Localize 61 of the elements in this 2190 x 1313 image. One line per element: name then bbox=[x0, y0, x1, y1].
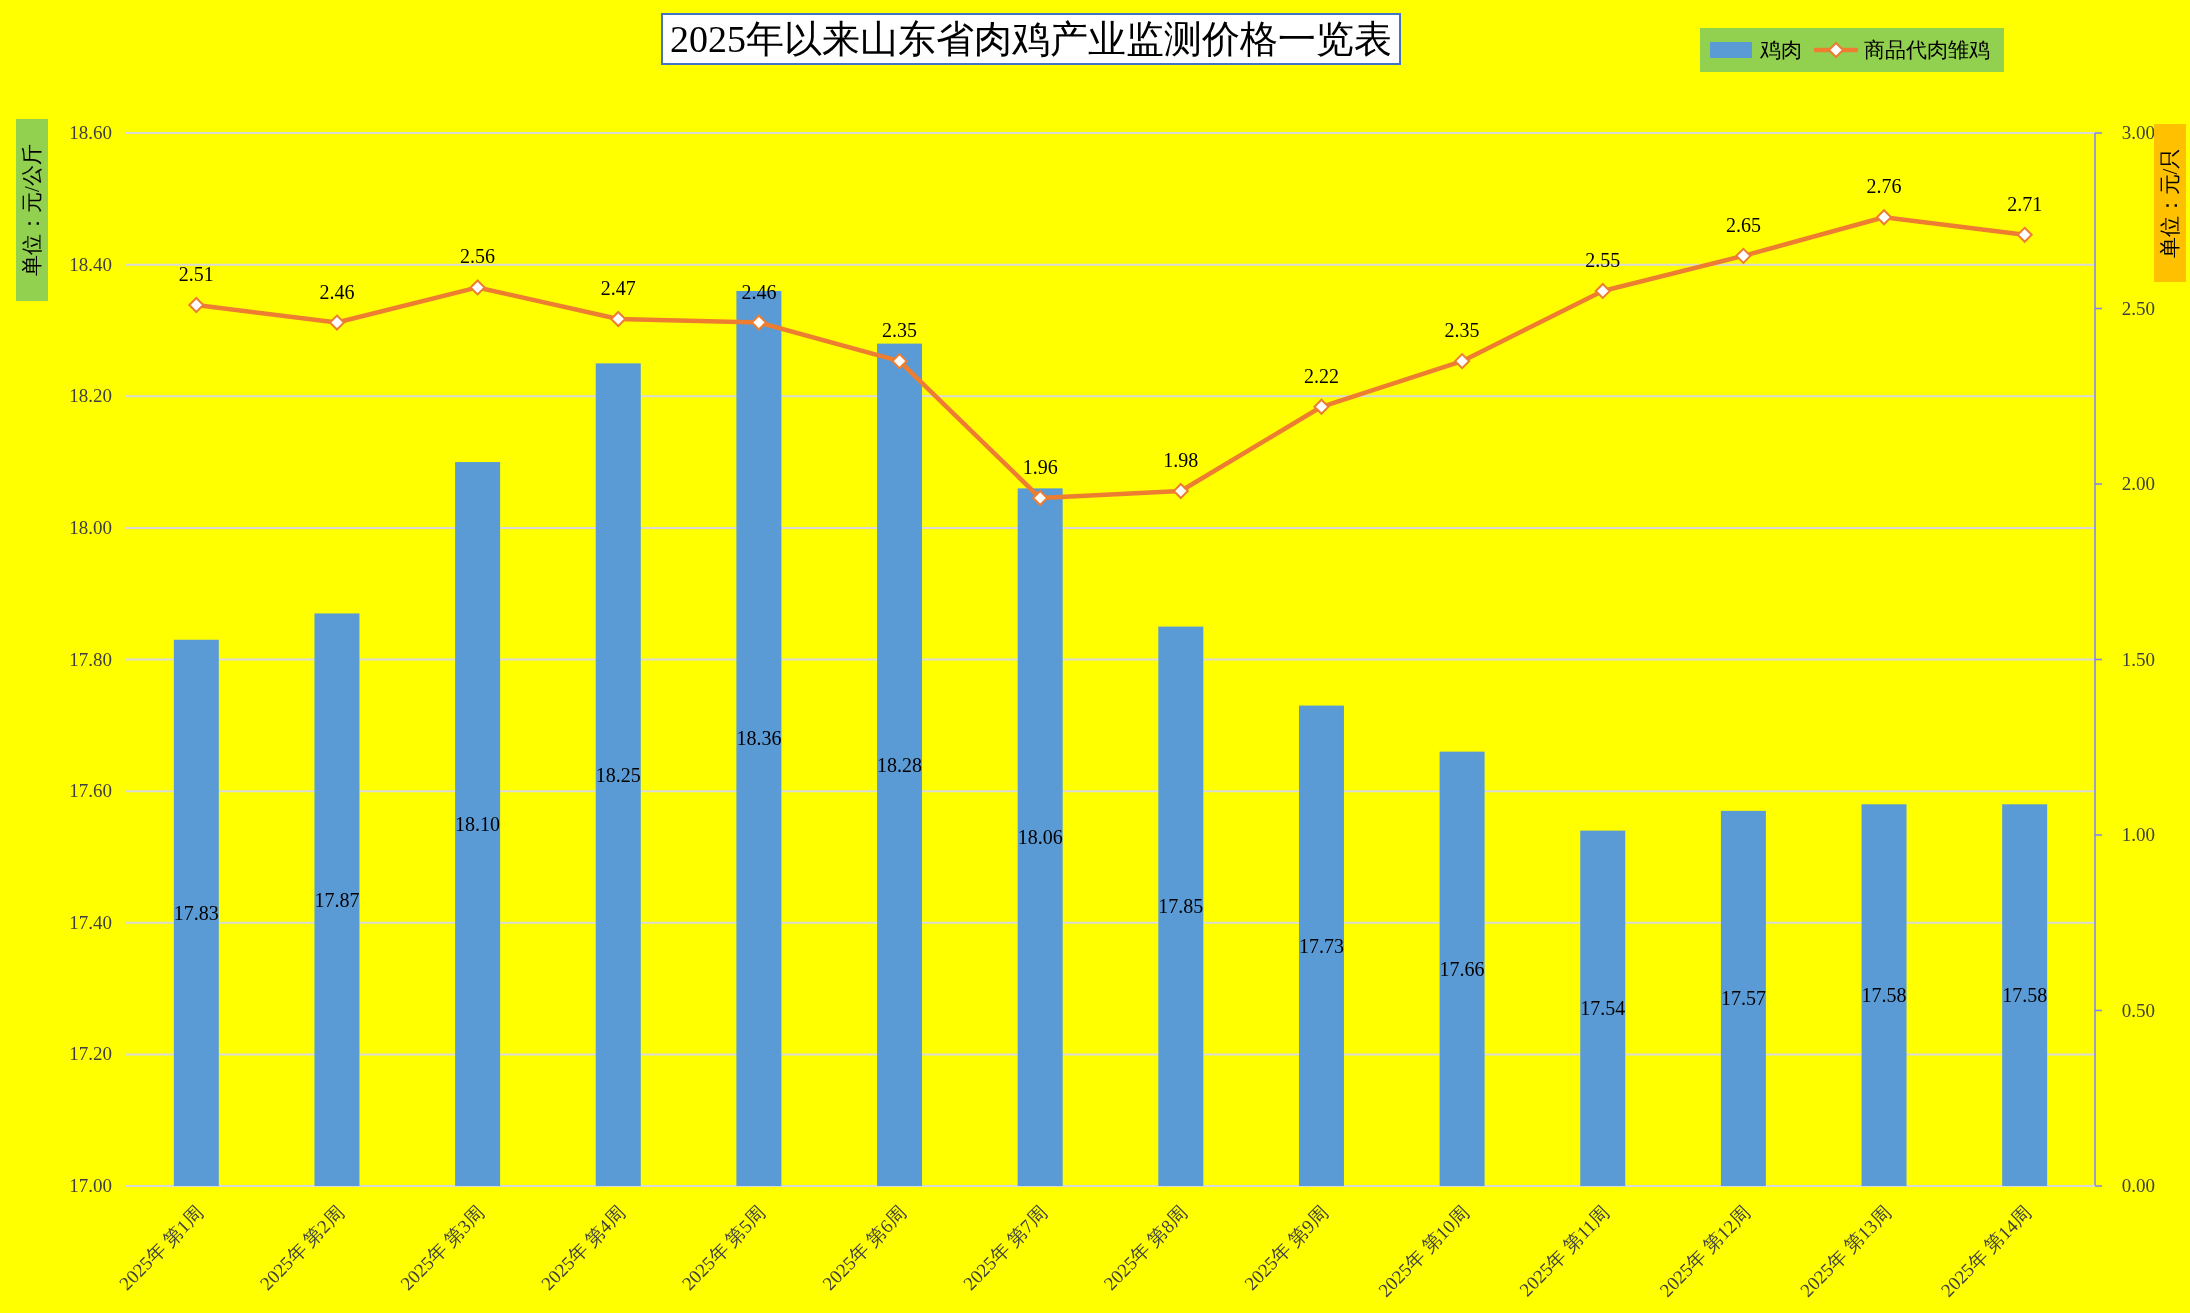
point bbox=[891, 353, 908, 370]
point bbox=[1735, 247, 1752, 264]
y-tick-label: 17.60 bbox=[69, 780, 112, 802]
y-tick-label: 17.00 bbox=[69, 1175, 112, 1196]
point bbox=[2016, 226, 2033, 243]
point bbox=[188, 296, 205, 313]
y-tick-label: 17.40 bbox=[69, 911, 112, 933]
data-label: 18.10 bbox=[455, 813, 501, 836]
chart-title: 2025年以来山东省肉鸡产业监测价格一览表 bbox=[670, 18, 1392, 60]
data-label: 17.87 bbox=[314, 888, 360, 911]
point bbox=[1876, 209, 1893, 226]
y2-tick-label: 1.00 bbox=[2121, 824, 2155, 845]
y-tick-label: 17.20 bbox=[69, 1043, 112, 1065]
data-label: 17.54 bbox=[1580, 997, 1626, 1020]
data-label: 2.56 bbox=[460, 245, 496, 268]
data-label: 17.58 bbox=[1861, 984, 1907, 1007]
point bbox=[328, 314, 345, 331]
y2-tick-label: 3.00 bbox=[2121, 122, 2155, 143]
data-label: 18.06 bbox=[1017, 826, 1063, 849]
point bbox=[750, 314, 767, 331]
legend-label: 商品代肉雏鸡 bbox=[1864, 38, 1990, 62]
data-label: 17.58 bbox=[2002, 984, 2048, 1007]
data-label: 18.28 bbox=[877, 753, 923, 776]
y-tick-label: 18.20 bbox=[69, 385, 112, 407]
data-label: 17.85 bbox=[1158, 895, 1204, 918]
point bbox=[1594, 282, 1611, 299]
y-axis-title: 单位：元/公斤 bbox=[20, 144, 44, 276]
data-label: 2.35 bbox=[882, 319, 918, 342]
y2-tick-label: 0.50 bbox=[2121, 999, 2155, 1021]
data-label: 2.22 bbox=[1303, 364, 1339, 387]
data-label: 17.73 bbox=[1298, 934, 1344, 957]
data-label: 18.25 bbox=[595, 763, 641, 786]
y2-axis-title: 单位：元/只 bbox=[2158, 147, 2182, 259]
data-label: 2.35 bbox=[1444, 319, 1480, 342]
point bbox=[469, 279, 486, 296]
data-label: 2.51 bbox=[178, 262, 214, 285]
point bbox=[1313, 398, 1330, 415]
data-label: 18.36 bbox=[736, 727, 782, 750]
data-label: 2.76 bbox=[1866, 175, 1902, 198]
data-label: 1.96 bbox=[1022, 456, 1058, 479]
y2-tick-label: 2.00 bbox=[2121, 473, 2155, 494]
data-label: 2.71 bbox=[2007, 192, 2043, 215]
data-label: 2.65 bbox=[1725, 213, 1761, 236]
point bbox=[1454, 353, 1471, 370]
point bbox=[610, 311, 627, 328]
y-tick-label: 18.40 bbox=[69, 253, 112, 275]
point bbox=[1032, 490, 1049, 507]
y2-tick-label: 1.50 bbox=[2121, 648, 2155, 670]
point bbox=[1172, 483, 1189, 500]
data-label: 1.98 bbox=[1163, 449, 1199, 472]
y-tick-label: 18.00 bbox=[69, 516, 112, 538]
data-label: 2.46 bbox=[319, 280, 355, 303]
y2-tick-label: 2.50 bbox=[2121, 297, 2155, 319]
y-tick-label: 17.80 bbox=[69, 648, 112, 670]
data-label: 17.83 bbox=[173, 901, 219, 924]
data-label: 17.57 bbox=[1720, 987, 1766, 1010]
data-label: 2.47 bbox=[600, 277, 636, 300]
data-label: 17.66 bbox=[1439, 957, 1485, 980]
y-tick-label: 18.60 bbox=[69, 122, 112, 143]
y2-tick-label: 0.00 bbox=[2121, 1175, 2155, 1196]
legend-label: 鸡肉 bbox=[1759, 38, 1802, 62]
